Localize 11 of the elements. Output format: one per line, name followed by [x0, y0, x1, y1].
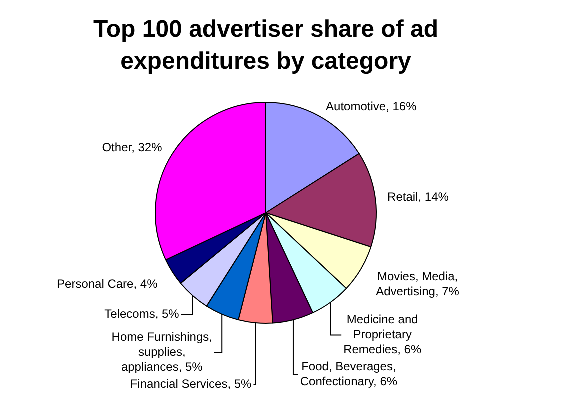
slice-label: Personal Care, 4%: [57, 276, 158, 291]
slice-label: Financial Services, 5%: [130, 376, 252, 391]
slice-label: Movies, Media, Advertising, 7%: [376, 269, 460, 298]
slice-label: Medicine and Proprietary Remedies, 6%: [344, 312, 422, 357]
slice-label: Home Furnishings, supplies, appliances, 5%: [112, 330, 213, 374]
slice-label: Telecoms, 5%: [104, 306, 180, 321]
slice-label: Food, Beverages, Confectionary, 6%: [300, 360, 398, 389]
slice-label: Automotive, 16%: [326, 100, 418, 114]
chart-title: Top 100 advertiser share of ad expenditures by category: [92, 15, 440, 77]
slice-label: Other, 32%: [102, 140, 163, 155]
slice-label: Retail, 14%: [388, 190, 450, 204]
